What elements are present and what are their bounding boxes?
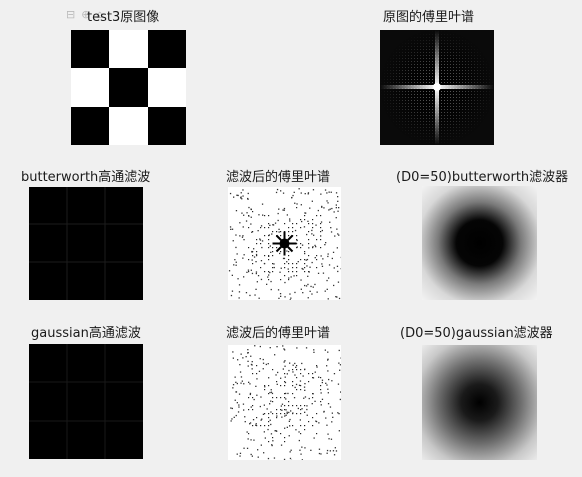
checker-cell <box>147 106 186 145</box>
checker-cell <box>71 68 110 107</box>
axes-toolbar[interactable]: ⊟ ⊕ ⌂ <box>66 8 186 22</box>
original-spectrum-image <box>380 30 494 145</box>
butterworth-result-image <box>29 187 143 300</box>
checker-cell <box>71 30 110 69</box>
checker-cell <box>71 106 110 145</box>
checker-cell <box>147 30 186 69</box>
checker-cell <box>147 68 186 107</box>
zoom-icon[interactable]: ⊕ <box>81 8 91 21</box>
butterworth-filter-image <box>422 186 537 300</box>
title-original-image: test3原图像 <box>87 10 160 25</box>
title-original-spectrum: 原图的傅里叶谱 <box>383 10 475 25</box>
home-icon[interactable]: ⌂ <box>96 8 104 21</box>
gaussian-filter-image <box>422 345 537 460</box>
title-butterworth-filter: (D0=50)butterworth滤波器 <box>396 170 569 185</box>
gaussian-result-image <box>29 344 143 459</box>
gaussian-spectrum-image <box>228 345 341 460</box>
title-butterworth-result: butterworth高通滤波 <box>21 170 151 185</box>
title-gaussian-result: gaussian高通滤波 <box>31 326 141 341</box>
checker-cell <box>109 68 148 107</box>
title-gaussian-spectrum: 滤波后的傅里叶谱 <box>226 326 331 341</box>
checker-cell <box>109 30 148 69</box>
title-butterworth-spectrum: 滤波后的傅里叶谱 <box>226 170 331 185</box>
checker-cell <box>109 106 148 145</box>
pan-icon[interactable]: ⊟ <box>66 8 76 21</box>
butterworth-spectrum-image <box>228 187 341 300</box>
title-gaussian-filter: (D0=50)gaussian滤波器 <box>400 326 553 341</box>
original-image <box>71 30 186 145</box>
